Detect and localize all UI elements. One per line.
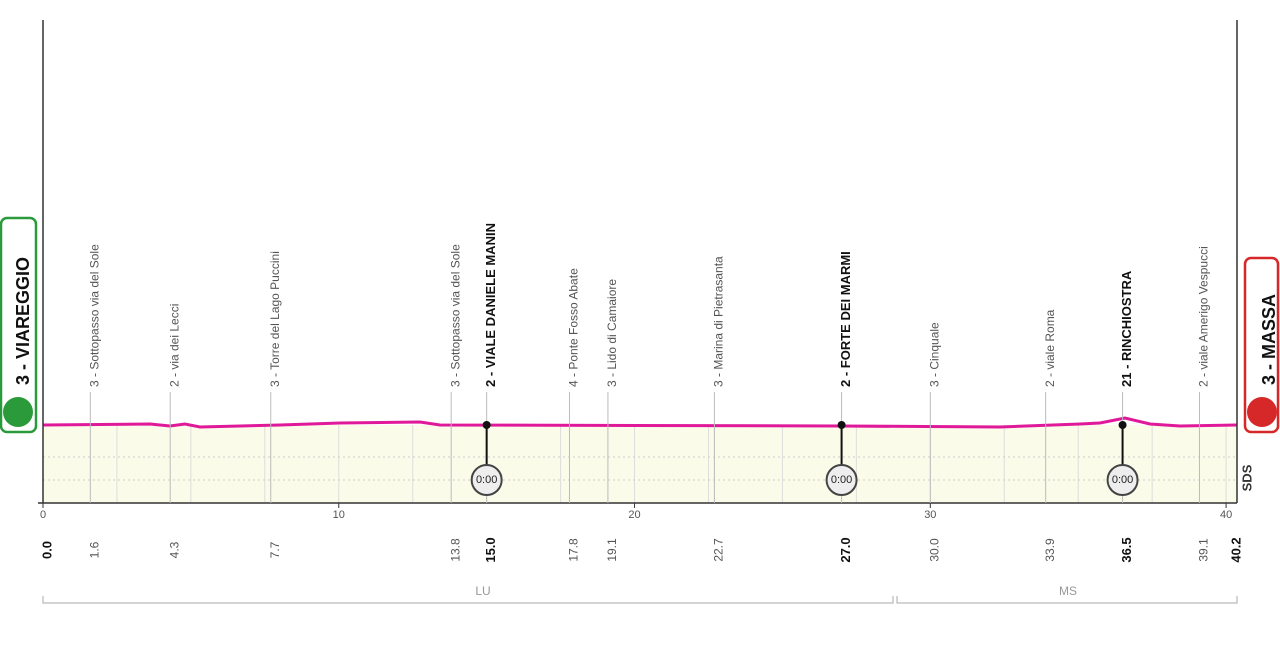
finish-label: 3 - MASSA: [1259, 294, 1279, 385]
x-tick-label: 10: [333, 509, 345, 521]
timing-dot: [1118, 421, 1127, 429]
timing-label: 0:00: [476, 474, 497, 486]
km-label: 40.2: [1228, 537, 1243, 562]
waypoint-label: 2 - via dei Lecci: [167, 304, 181, 387]
waypoint-label: 4 - Ponte Fosso Abate: [567, 268, 581, 387]
km-label: 17.8: [567, 538, 581, 562]
km-label: 22.7: [712, 538, 726, 562]
km-label: 39.1: [1197, 538, 1211, 562]
region-label: MS: [1059, 584, 1077, 598]
km-label: 7.7: [268, 541, 282, 558]
start-badge: [0, 216, 38, 434]
km-label: 15.0: [483, 537, 498, 562]
x-tick-label: 40: [1220, 509, 1232, 521]
waypoint-label: 21 - RINCHIOSTRA: [1119, 270, 1134, 387]
start-label: 3 - VIAREGGIO: [13, 257, 33, 385]
waypoint-label: 3 - Sottopasso via del Sole: [448, 244, 462, 387]
km-label: 0.0: [39, 541, 54, 559]
profile-fill: [43, 425, 1237, 503]
km-label: 4.3: [167, 541, 181, 558]
timing-dot: [837, 421, 846, 429]
brand: SDS: [1239, 464, 1254, 491]
waypoint-label: 3 - Cinquale: [927, 322, 941, 387]
stopwatch: [1106, 464, 1139, 496]
km-label: 19.1: [605, 538, 619, 562]
waypoint-label: 3 - Sottopasso via del Sole: [87, 244, 101, 387]
stopwatch: [470, 464, 503, 496]
elevation-line: [42, 416, 1238, 429]
finish-icon: [1247, 397, 1277, 427]
timing-label: 0:00: [831, 474, 852, 486]
km-label: 36.5: [1119, 537, 1134, 562]
timing-dot: [482, 421, 491, 429]
waypoint-label: 3 - Torre del Lago Puccini: [268, 251, 282, 387]
km-label: 1.6: [87, 541, 101, 558]
waypoint-label: 2 - VIALE DANIELE MANIN: [483, 223, 498, 387]
region-label: LU: [475, 584, 490, 598]
timing-label: 0:00: [1112, 474, 1133, 486]
waypoint-label: 2 - viale Amerigo Vespucci: [1197, 246, 1211, 387]
x-tick-label: 0: [40, 509, 46, 521]
waypoint-label: 2 - FORTE DEI MARMI: [838, 251, 853, 387]
waypoint-label: 3 - Lido di Camaiore: [605, 279, 619, 387]
waypoint-label: 3 - Marina di Pietrasanta: [712, 256, 726, 387]
km-label: 33.9: [1043, 538, 1057, 562]
x-tick-label: 20: [628, 509, 640, 521]
finish-badge: [1243, 256, 1280, 434]
stopwatch: [825, 464, 858, 496]
km-label: 30.0: [927, 538, 941, 562]
km-label: 13.8: [448, 538, 462, 562]
x-tick-label: 30: [924, 509, 936, 521]
km-label: 27.0: [838, 537, 853, 562]
region-bracket: [42, 596, 1238, 604]
start-icon: [3, 397, 33, 427]
waypoint-label: 2 - viale Roma: [1043, 309, 1057, 387]
